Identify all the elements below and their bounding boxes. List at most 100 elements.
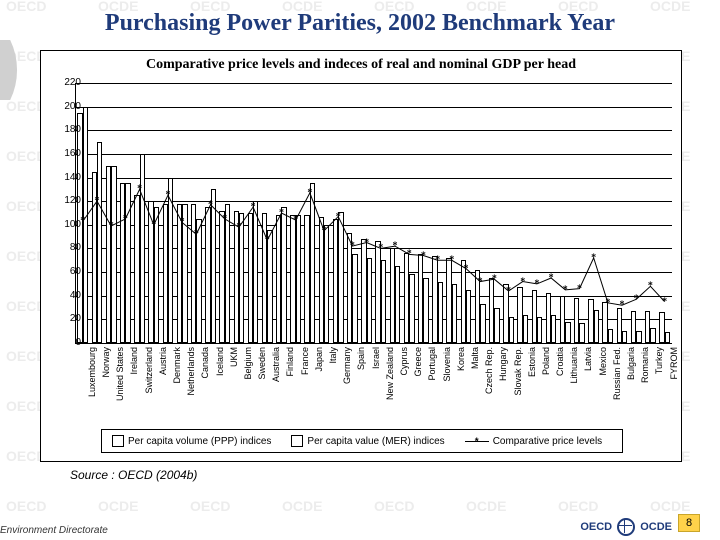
bar-mer xyxy=(367,258,372,343)
oecd-logo: OECD OCDE xyxy=(580,518,672,536)
footer-left: Environment Directorate xyxy=(0,525,108,536)
bar-mer xyxy=(381,260,386,343)
y-tick-label: 20 xyxy=(51,313,81,324)
bar-mer xyxy=(196,219,201,343)
bar-mer xyxy=(211,189,216,343)
x-tick-label: Malta xyxy=(470,347,480,417)
x-tick-label: Germany xyxy=(342,347,352,417)
legend-line-cpl: * xyxy=(465,441,489,442)
x-tick-label: Czech Rep. xyxy=(484,347,494,417)
x-tick-label: Bulgaria xyxy=(626,347,636,417)
bar-mer xyxy=(579,323,584,343)
x-tick-label: Japan xyxy=(314,347,324,417)
bar-mer xyxy=(480,304,485,343)
slide-title: Purchasing Power Parities, 2002 Benchmar… xyxy=(0,0,720,41)
x-tick-label: Israel xyxy=(371,347,381,417)
x-tick-label: Turkey xyxy=(654,347,664,417)
x-tick-label: Portugal xyxy=(427,347,437,417)
x-tick-label: France xyxy=(300,347,310,417)
bar-mer xyxy=(665,332,670,343)
bar-mer xyxy=(494,308,499,343)
source-text: Source : OECD (2004b) xyxy=(70,468,197,482)
x-tick-label: Romania xyxy=(640,347,650,417)
y-tick-label: 60 xyxy=(51,266,81,277)
bar-mer xyxy=(523,315,528,343)
x-tick-label: Norway xyxy=(101,347,111,417)
x-tick-label: Sweden xyxy=(257,347,267,417)
x-tick-label: Slovak Rep. xyxy=(513,347,523,417)
bar-mer xyxy=(565,322,570,343)
x-tick-label: Belgium xyxy=(243,347,253,417)
x-tick-label: New Zealand xyxy=(385,347,395,417)
y-tick-label: 200 xyxy=(51,101,81,112)
bar-mer xyxy=(423,278,428,343)
x-tick-label: Croatia xyxy=(555,347,565,417)
plot-area: ****************************************… xyxy=(75,83,672,344)
x-tick-label: Mexico xyxy=(598,347,608,417)
bar-mer xyxy=(537,317,542,343)
logo-text-ocde: OCDE xyxy=(640,521,672,533)
x-tick-label: Denmark xyxy=(172,347,182,417)
chart-subtitle: Comparative price levels and indeces of … xyxy=(41,57,681,73)
bar-mer xyxy=(551,315,556,343)
legend-label-cpl: Comparative price levels xyxy=(493,436,603,447)
x-tick-label: Austria xyxy=(158,347,168,417)
x-tick-label: Russian Fed. xyxy=(612,347,622,417)
bar-mer xyxy=(409,274,414,343)
bar-mer xyxy=(125,183,130,343)
y-tick-label: 140 xyxy=(51,172,81,183)
x-tick-label: Slovenia xyxy=(442,347,452,417)
y-tick-label: 100 xyxy=(51,219,81,230)
bar-mer xyxy=(650,328,655,343)
bar-mer xyxy=(267,230,272,343)
x-tick-label: Luxembourg xyxy=(87,347,97,417)
x-tick-label: Ireland xyxy=(129,347,139,417)
legend-swatch-ppp xyxy=(112,435,124,447)
x-tick-label: Hungary xyxy=(498,347,508,417)
legend-item-ppp: Per capita volume (PPP) indices xyxy=(112,435,271,447)
y-tick-label: 220 xyxy=(51,77,81,88)
bar-mer xyxy=(622,331,627,343)
bar-mer xyxy=(636,331,641,343)
x-tick-label: Poland xyxy=(541,347,551,417)
x-tick-label: FYROM xyxy=(669,347,679,417)
globe-icon xyxy=(617,518,635,536)
bar-mer xyxy=(253,201,258,343)
bar-mer xyxy=(83,107,88,343)
bar-mer xyxy=(168,178,173,343)
bar-mer xyxy=(140,154,145,343)
bar-mer xyxy=(452,284,457,343)
y-tick-label: 120 xyxy=(51,195,81,206)
y-tick-label: 160 xyxy=(51,148,81,159)
y-tick-label: 0 xyxy=(51,337,81,348)
x-tick-label: Iceland xyxy=(215,347,225,417)
x-tick-label: Australia xyxy=(271,347,281,417)
bars-layer xyxy=(76,83,672,343)
x-tick-label: Cyprus xyxy=(399,347,409,417)
x-tick-label: UKM xyxy=(229,347,239,417)
x-tick-label: Spain xyxy=(356,347,366,417)
y-tick-label: 80 xyxy=(51,242,81,253)
legend-label-mer: Per capita value (MER) indices xyxy=(307,436,444,447)
x-tick-label: Finland xyxy=(285,347,295,417)
bar-mer xyxy=(338,212,343,343)
bar-mer xyxy=(281,207,286,343)
x-tick-label: Canada xyxy=(200,347,210,417)
logo-text-oecd: OECD xyxy=(580,521,612,533)
x-tick-label: Lithuania xyxy=(569,347,579,417)
bar-mer xyxy=(182,204,187,343)
x-tick-label: Korea xyxy=(456,347,466,417)
page-number: 8 xyxy=(678,514,700,532)
x-tick-label: Latvia xyxy=(583,347,593,417)
bar-mer xyxy=(466,290,471,343)
bar-mer xyxy=(324,225,329,343)
y-tick-label: 180 xyxy=(51,124,81,135)
legend: Per capita volume (PPP) indices Per capi… xyxy=(101,429,623,453)
y-tick-label: 40 xyxy=(51,290,81,301)
x-tick-label: United States xyxy=(115,347,125,417)
x-tick-label: Estonia xyxy=(527,347,537,417)
bar-mer xyxy=(352,254,357,343)
bar-mer xyxy=(395,266,400,343)
bar-mer xyxy=(97,142,102,343)
x-tick-label: Italy xyxy=(328,347,338,417)
